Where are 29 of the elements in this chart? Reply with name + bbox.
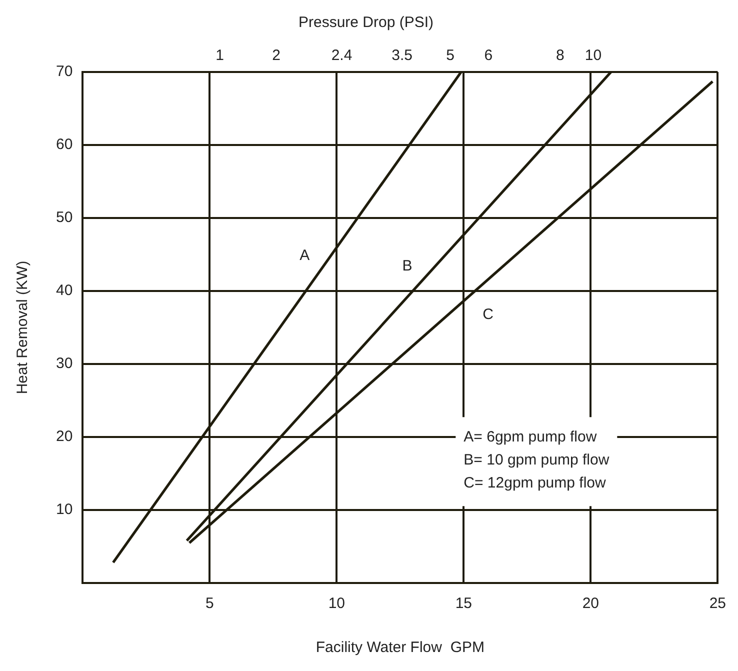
text: 1 <box>216 47 224 64</box>
text: 3.5 <box>392 47 413 64</box>
text: 2.4 <box>331 47 352 64</box>
x-tick-label: 15 <box>455 595 472 612</box>
series-label: A <box>300 247 310 264</box>
annotation: B= 10 gpm pump flow <box>464 451 610 468</box>
x-tick-label: 25 <box>709 595 726 612</box>
y-tick-label: 40 <box>56 282 73 300</box>
y-tick-label: 20 <box>56 428 73 446</box>
annotation: C= 12gpm pump flow <box>464 474 606 492</box>
y-tick-label: 50 <box>56 209 73 226</box>
y-tick-label: 70 <box>56 63 73 80</box>
x-tick-label: 5 <box>206 595 214 612</box>
text: 5 <box>446 47 455 64</box>
text: 10 <box>584 47 602 64</box>
y-tick-label: 10 <box>56 501 73 518</box>
x-axis-title: Facility Water Flow GPM <box>316 639 484 656</box>
series-label: B <box>402 257 412 274</box>
x-tick-label: 10 <box>328 595 346 612</box>
text: 8 <box>556 47 564 64</box>
annotation: A= 6gpm pump flow <box>464 428 597 446</box>
y-axis-title: Heat Removal (KW) <box>14 260 32 394</box>
text: 2 <box>272 47 281 64</box>
series-label: C <box>482 306 494 323</box>
x-tick-label: 20 <box>582 595 600 612</box>
chart-title: Pressure Drop (PSI) <box>298 14 434 32</box>
y-tick-label: 60 <box>56 136 73 154</box>
text: 6 <box>484 47 493 64</box>
y-tick-label: 30 <box>56 355 73 372</box>
